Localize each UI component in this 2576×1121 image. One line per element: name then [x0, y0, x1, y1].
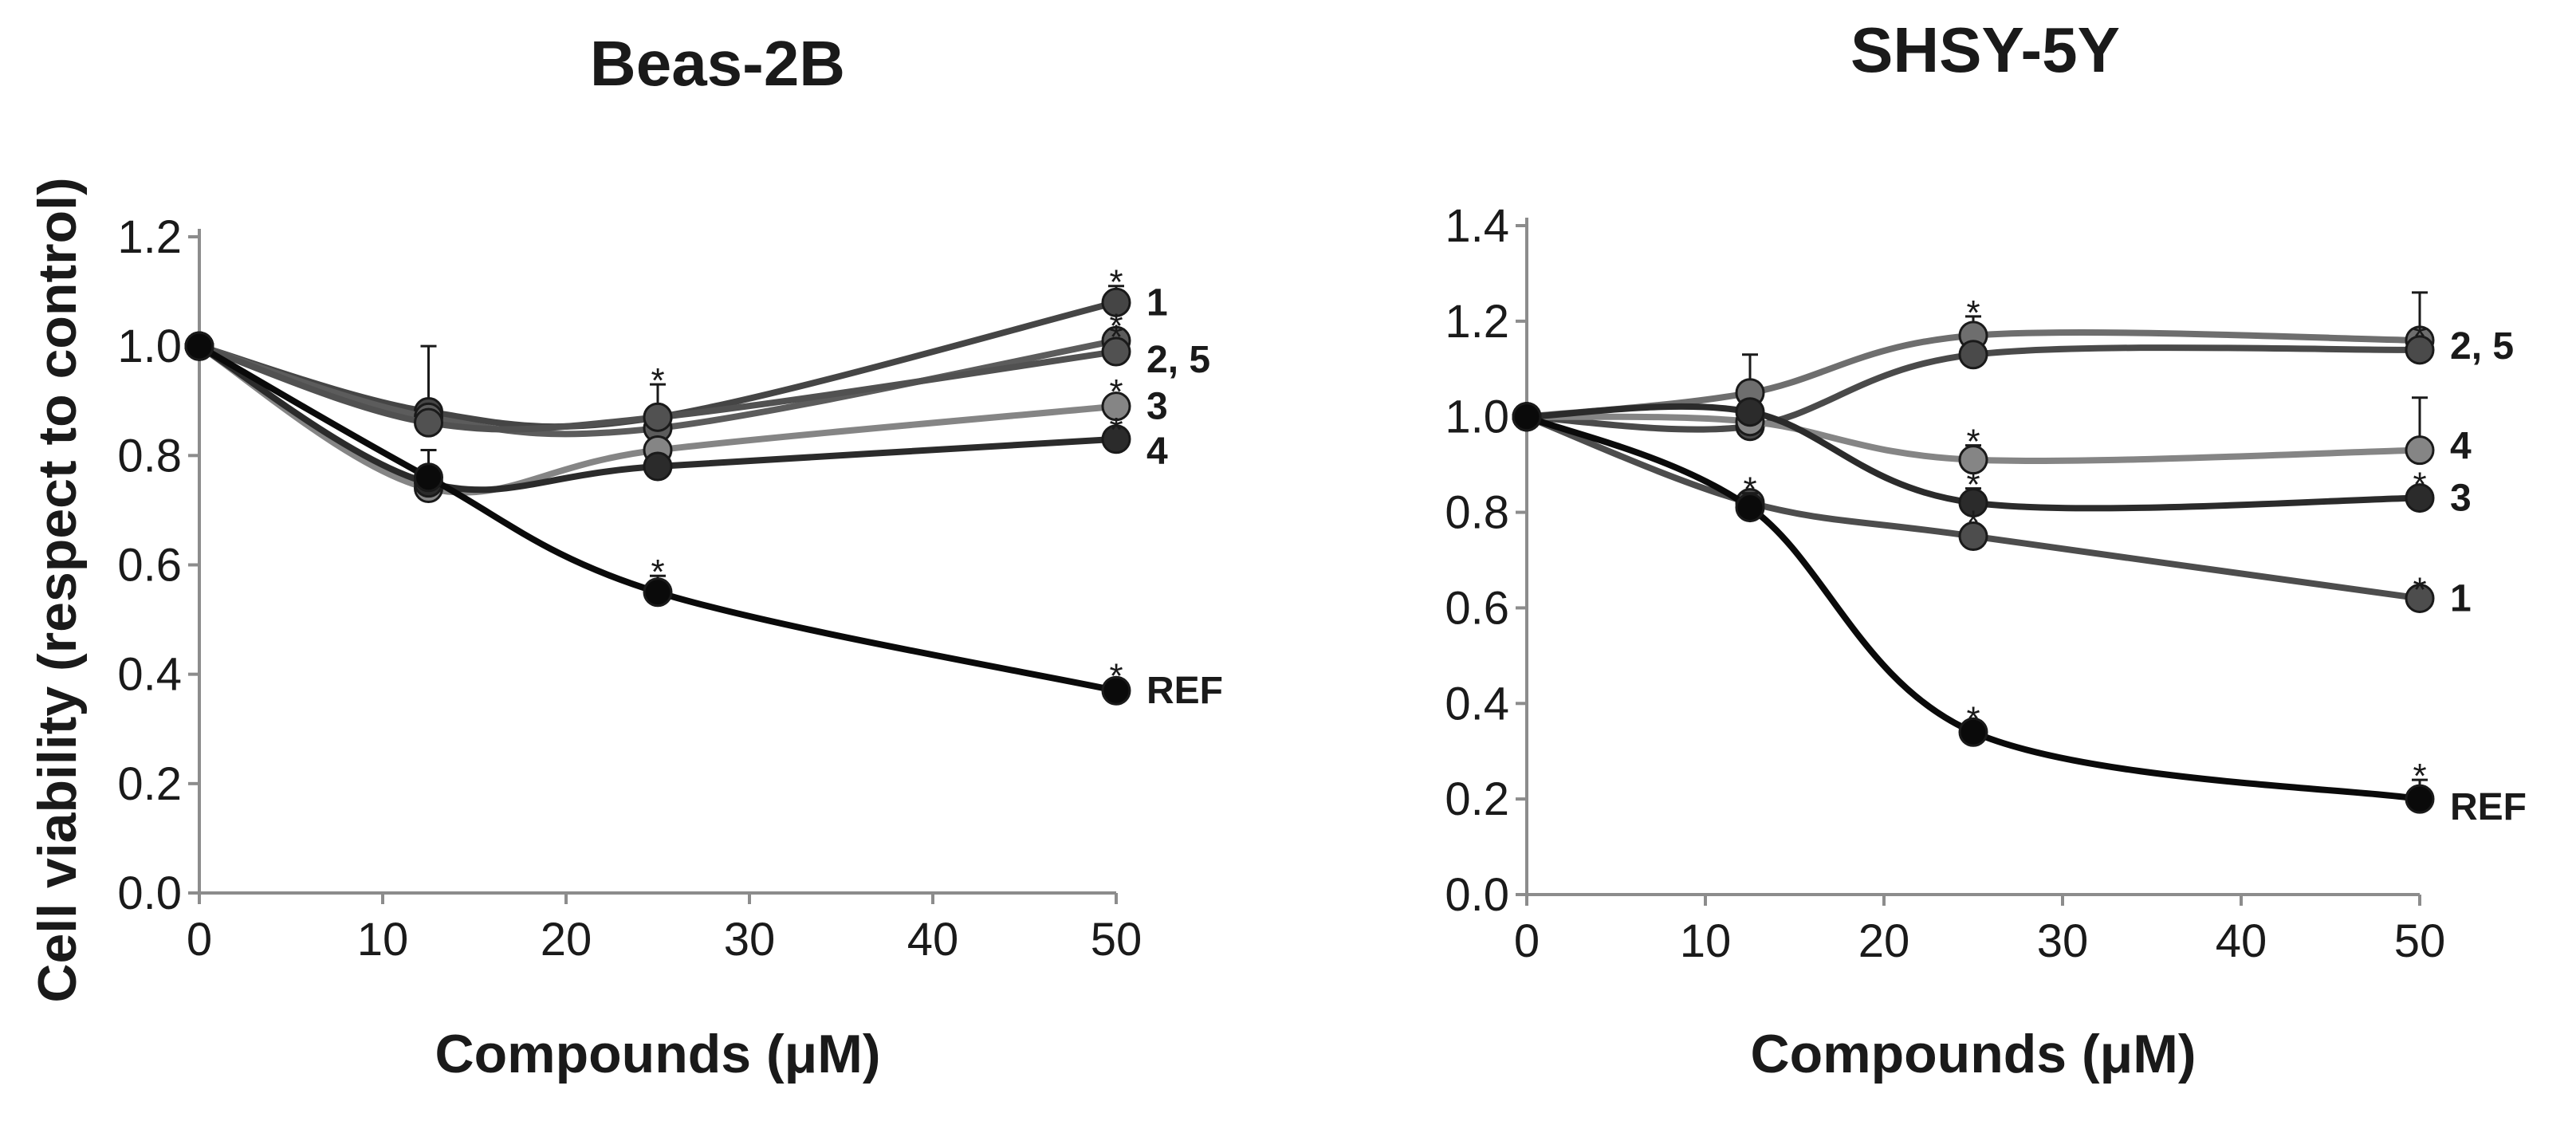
y-tick-label: 0.6 — [1445, 582, 1509, 634]
series-line — [1524, 413, 2423, 602]
series-line — [196, 343, 1119, 496]
y-tick-label: 0.2 — [117, 758, 182, 810]
data-point — [643, 402, 673, 432]
data-point — [2405, 583, 2435, 613]
x-tick-label: 20 — [541, 914, 592, 966]
chart-title: SHSY-5Y — [1850, 14, 2120, 85]
series-3: * * — [1512, 397, 2435, 518]
x-axis-label: Compounds (μM) — [435, 1024, 880, 1084]
y-tick-label: 0.8 — [117, 430, 182, 482]
y-axis-label: Cell viability (respect to control) — [27, 177, 88, 1002]
series-ref: ** — [184, 331, 1131, 706]
x-tick-label: 0 — [187, 914, 212, 966]
y-tick-label: 0.6 — [117, 540, 182, 592]
series-line — [1524, 344, 2423, 433]
significance-star: * — [1109, 411, 1123, 450]
significance-star: * — [1966, 504, 1980, 543]
data-point — [2405, 435, 2435, 466]
data-point — [1958, 488, 1988, 518]
x-tick-label: 40 — [907, 914, 959, 966]
data-point — [643, 577, 673, 608]
chart-title: Beas-2B — [590, 28, 845, 99]
series-label-1: 1 — [1146, 281, 1168, 324]
data-point — [1101, 287, 1131, 317]
x-tick-label: 10 — [357, 914, 409, 966]
series-line — [196, 343, 1119, 433]
y-tick-label: 0.0 — [1445, 869, 1509, 921]
significance-star: * — [1966, 466, 1980, 505]
series-label-ref: REF — [1146, 670, 1223, 712]
data-point — [2405, 483, 2435, 513]
y-tick-label: 1.0 — [117, 321, 182, 372]
x-tick-label: 50 — [1091, 914, 1142, 966]
chart-beas-2b: Beas-2B Compounds (μM) 0.0 0.2 0.4 0.6 0.8 1.0 1… — [117, 28, 1223, 1084]
significance-star: * — [1109, 263, 1123, 302]
series-line — [1524, 413, 2423, 803]
significance-star: * — [1966, 699, 1980, 738]
series-label-4: 4 — [2450, 426, 2472, 468]
significance-star: * — [1966, 423, 1980, 462]
chart-shsy-5y: SHSY-5Y Compounds (μM) 0.0 0.2 0.4 0.6 0.8 1.0 1… — [1445, 14, 2527, 1084]
data-point — [1958, 521, 1988, 552]
data-point — [1735, 493, 1765, 523]
significance-star: * — [2413, 570, 2426, 609]
y-tick-label: 1.4 — [1445, 200, 1509, 252]
significance-star: * — [2413, 317, 2426, 356]
x-tick-label: 20 — [1858, 915, 1910, 967]
data-point — [2405, 335, 2435, 365]
y-tick-label: 0.4 — [1445, 678, 1509, 730]
x-tick-label: 10 — [1680, 915, 1732, 967]
x-tick-label: 30 — [724, 914, 776, 966]
data-point — [414, 462, 443, 493]
y-tick-label: 1.2 — [1445, 296, 1509, 348]
series-label-2-5: 2, 5 — [2450, 325, 2514, 368]
y-tick-label: 0.0 — [117, 867, 182, 919]
significance-star: * — [1109, 657, 1123, 696]
series-line — [196, 343, 1119, 694]
data-point — [1735, 397, 1765, 427]
data-point — [1512, 402, 1542, 432]
series-ref: ** — [1512, 402, 2435, 814]
x-tick-label: 30 — [2037, 915, 2089, 967]
series-label-3: 3 — [1146, 386, 1168, 428]
series-label-1: 1 — [2450, 577, 2472, 620]
series-line — [1524, 403, 2423, 512]
data-point — [184, 331, 214, 361]
data-point — [643, 451, 673, 482]
significance-star: * — [1109, 372, 1123, 411]
y-tick-label: 0.2 — [1445, 773, 1509, 825]
data-point — [2405, 784, 2435, 814]
data-point — [1101, 336, 1131, 367]
y-tick-label: 1.0 — [1445, 391, 1509, 443]
series-line — [1524, 413, 2423, 464]
data-point — [414, 407, 443, 438]
significance-star: * — [651, 361, 664, 400]
y-tick-label: 1.2 — [117, 211, 182, 263]
significance-star: * — [1109, 307, 1123, 346]
significance-star: * — [2413, 757, 2426, 796]
x-axis-label: Compounds (μM) — [1750, 1024, 2196, 1084]
significance-star: * — [2413, 466, 2426, 505]
series-label-ref: REF — [2450, 786, 2527, 828]
y-tick-label: 0.8 — [1445, 487, 1509, 539]
series-label-2-5: 2, 5 — [1146, 339, 1210, 381]
x-tick-label: 50 — [2394, 915, 2446, 967]
data-point — [1101, 424, 1131, 454]
series-label-4: 4 — [1146, 431, 1168, 473]
significance-star: * — [1109, 317, 1123, 356]
data-point — [1101, 391, 1131, 422]
series-line — [196, 343, 1119, 494]
y-tick-label: 0.4 — [117, 649, 182, 701]
data-point — [1958, 340, 1988, 370]
significance-star: * — [1966, 293, 1980, 332]
data-point — [1958, 717, 1988, 747]
series-label-3: 3 — [2450, 478, 2472, 520]
x-tick-label: 0 — [1514, 915, 1540, 967]
significance-star: * — [651, 553, 664, 592]
data-point — [1101, 675, 1131, 706]
x-tick-label: 40 — [2216, 915, 2267, 967]
data-point — [1958, 445, 1988, 475]
